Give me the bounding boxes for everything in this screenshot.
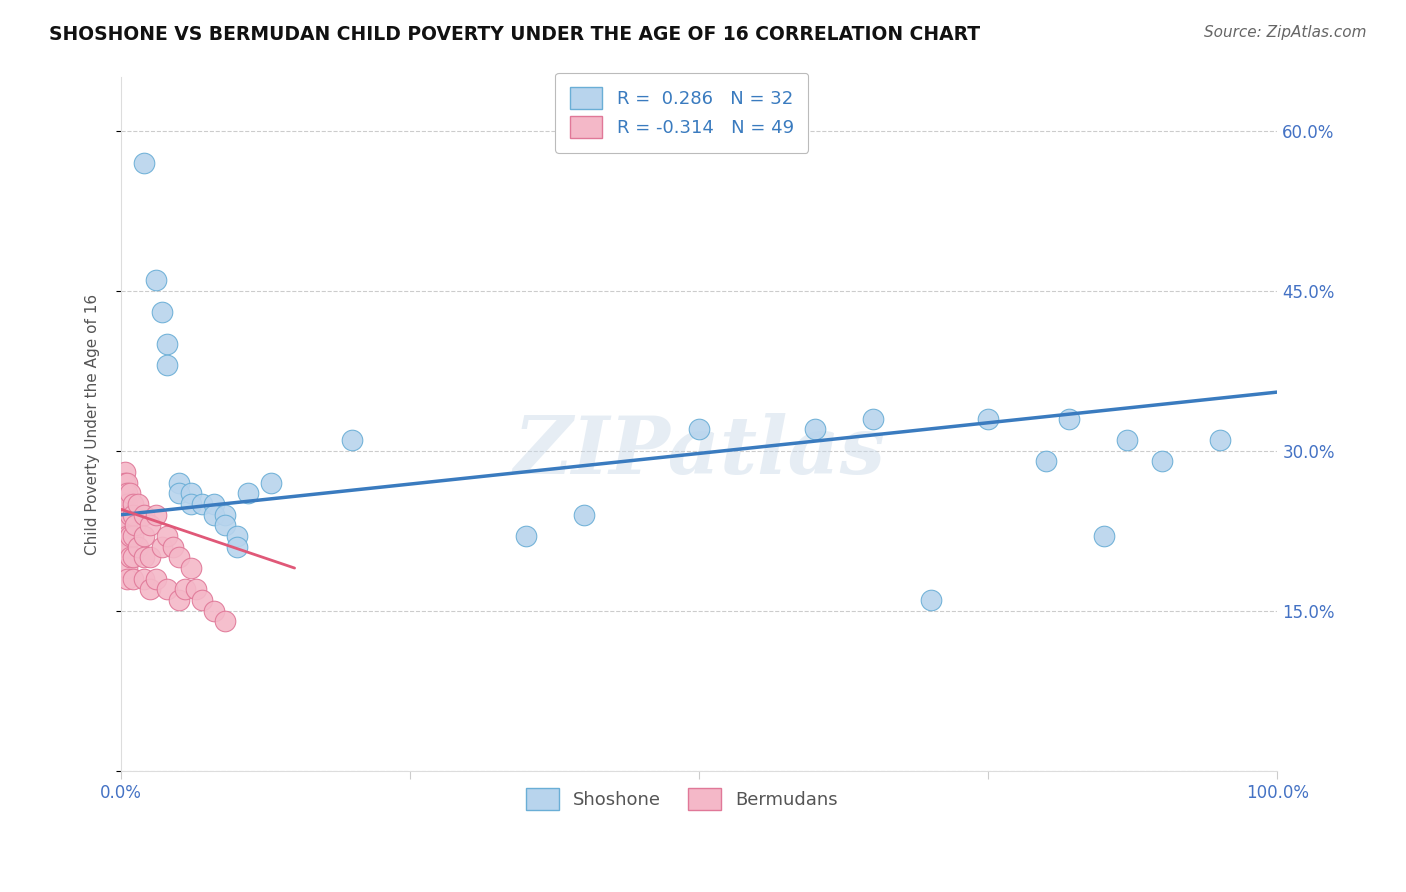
Point bbox=[120, 550, 142, 565]
Point bbox=[179, 497, 201, 511]
Point bbox=[167, 486, 190, 500]
Point bbox=[115, 540, 138, 554]
Point bbox=[139, 582, 162, 597]
Point bbox=[115, 529, 138, 543]
Point bbox=[145, 273, 167, 287]
Point bbox=[920, 593, 942, 607]
Point bbox=[115, 486, 138, 500]
Text: SHOSHONE VS BERMUDAN CHILD POVERTY UNDER THE AGE OF 16 CORRELATION CHART: SHOSHONE VS BERMUDAN CHILD POVERTY UNDER… bbox=[49, 25, 980, 44]
Point bbox=[167, 593, 190, 607]
Point bbox=[114, 465, 136, 479]
Point bbox=[191, 593, 214, 607]
Point bbox=[114, 486, 136, 500]
Point bbox=[688, 422, 710, 436]
Point bbox=[260, 475, 283, 490]
Point bbox=[115, 475, 138, 490]
Point bbox=[115, 518, 138, 533]
Point bbox=[120, 508, 142, 522]
Point bbox=[804, 422, 827, 436]
Point bbox=[127, 540, 149, 554]
Point bbox=[342, 433, 364, 447]
Point bbox=[202, 508, 225, 522]
Point bbox=[156, 582, 179, 597]
Point bbox=[120, 529, 142, 543]
Point bbox=[191, 497, 214, 511]
Point bbox=[150, 305, 173, 319]
Point bbox=[150, 540, 173, 554]
Point bbox=[121, 572, 143, 586]
Point bbox=[114, 508, 136, 522]
Point bbox=[515, 529, 537, 543]
Point bbox=[202, 497, 225, 511]
Point bbox=[238, 486, 260, 500]
Point bbox=[202, 604, 225, 618]
Y-axis label: Child Poverty Under the Age of 16: Child Poverty Under the Age of 16 bbox=[86, 293, 100, 555]
Point bbox=[1035, 454, 1057, 468]
Legend: Shoshone, Bermudans: Shoshone, Bermudans bbox=[512, 773, 852, 824]
Point bbox=[127, 497, 149, 511]
Point bbox=[134, 155, 156, 169]
Point bbox=[214, 615, 236, 629]
Point bbox=[115, 572, 138, 586]
Point bbox=[156, 337, 179, 351]
Point bbox=[145, 572, 167, 586]
Point bbox=[121, 529, 143, 543]
Point bbox=[114, 540, 136, 554]
Point bbox=[114, 518, 136, 533]
Point bbox=[167, 550, 190, 565]
Point bbox=[124, 518, 146, 533]
Point bbox=[1059, 411, 1081, 425]
Point bbox=[115, 561, 138, 575]
Point bbox=[156, 359, 179, 373]
Point bbox=[1116, 433, 1139, 447]
Point bbox=[214, 518, 236, 533]
Point bbox=[139, 518, 162, 533]
Point bbox=[139, 550, 162, 565]
Point bbox=[225, 529, 247, 543]
Point bbox=[214, 508, 236, 522]
Point bbox=[572, 508, 595, 522]
Point bbox=[121, 497, 143, 511]
Point bbox=[115, 497, 138, 511]
Point bbox=[114, 475, 136, 490]
Point bbox=[134, 550, 156, 565]
Point bbox=[173, 582, 195, 597]
Point bbox=[186, 582, 208, 597]
Point bbox=[225, 540, 247, 554]
Point bbox=[179, 561, 201, 575]
Point bbox=[134, 529, 156, 543]
Point bbox=[121, 508, 143, 522]
Point bbox=[120, 486, 142, 500]
Point bbox=[134, 508, 156, 522]
Text: ZIPatlas: ZIPatlas bbox=[513, 413, 886, 491]
Point bbox=[167, 475, 190, 490]
Point bbox=[1092, 529, 1115, 543]
Point bbox=[121, 550, 143, 565]
Point bbox=[134, 572, 156, 586]
Point bbox=[156, 529, 179, 543]
Point bbox=[145, 508, 167, 522]
Point bbox=[162, 540, 184, 554]
Point bbox=[977, 411, 1000, 425]
Point bbox=[179, 486, 201, 500]
Point bbox=[1208, 433, 1230, 447]
Point bbox=[1150, 454, 1173, 468]
Point bbox=[114, 497, 136, 511]
Point bbox=[114, 529, 136, 543]
Text: Source: ZipAtlas.com: Source: ZipAtlas.com bbox=[1204, 25, 1367, 40]
Point bbox=[862, 411, 884, 425]
